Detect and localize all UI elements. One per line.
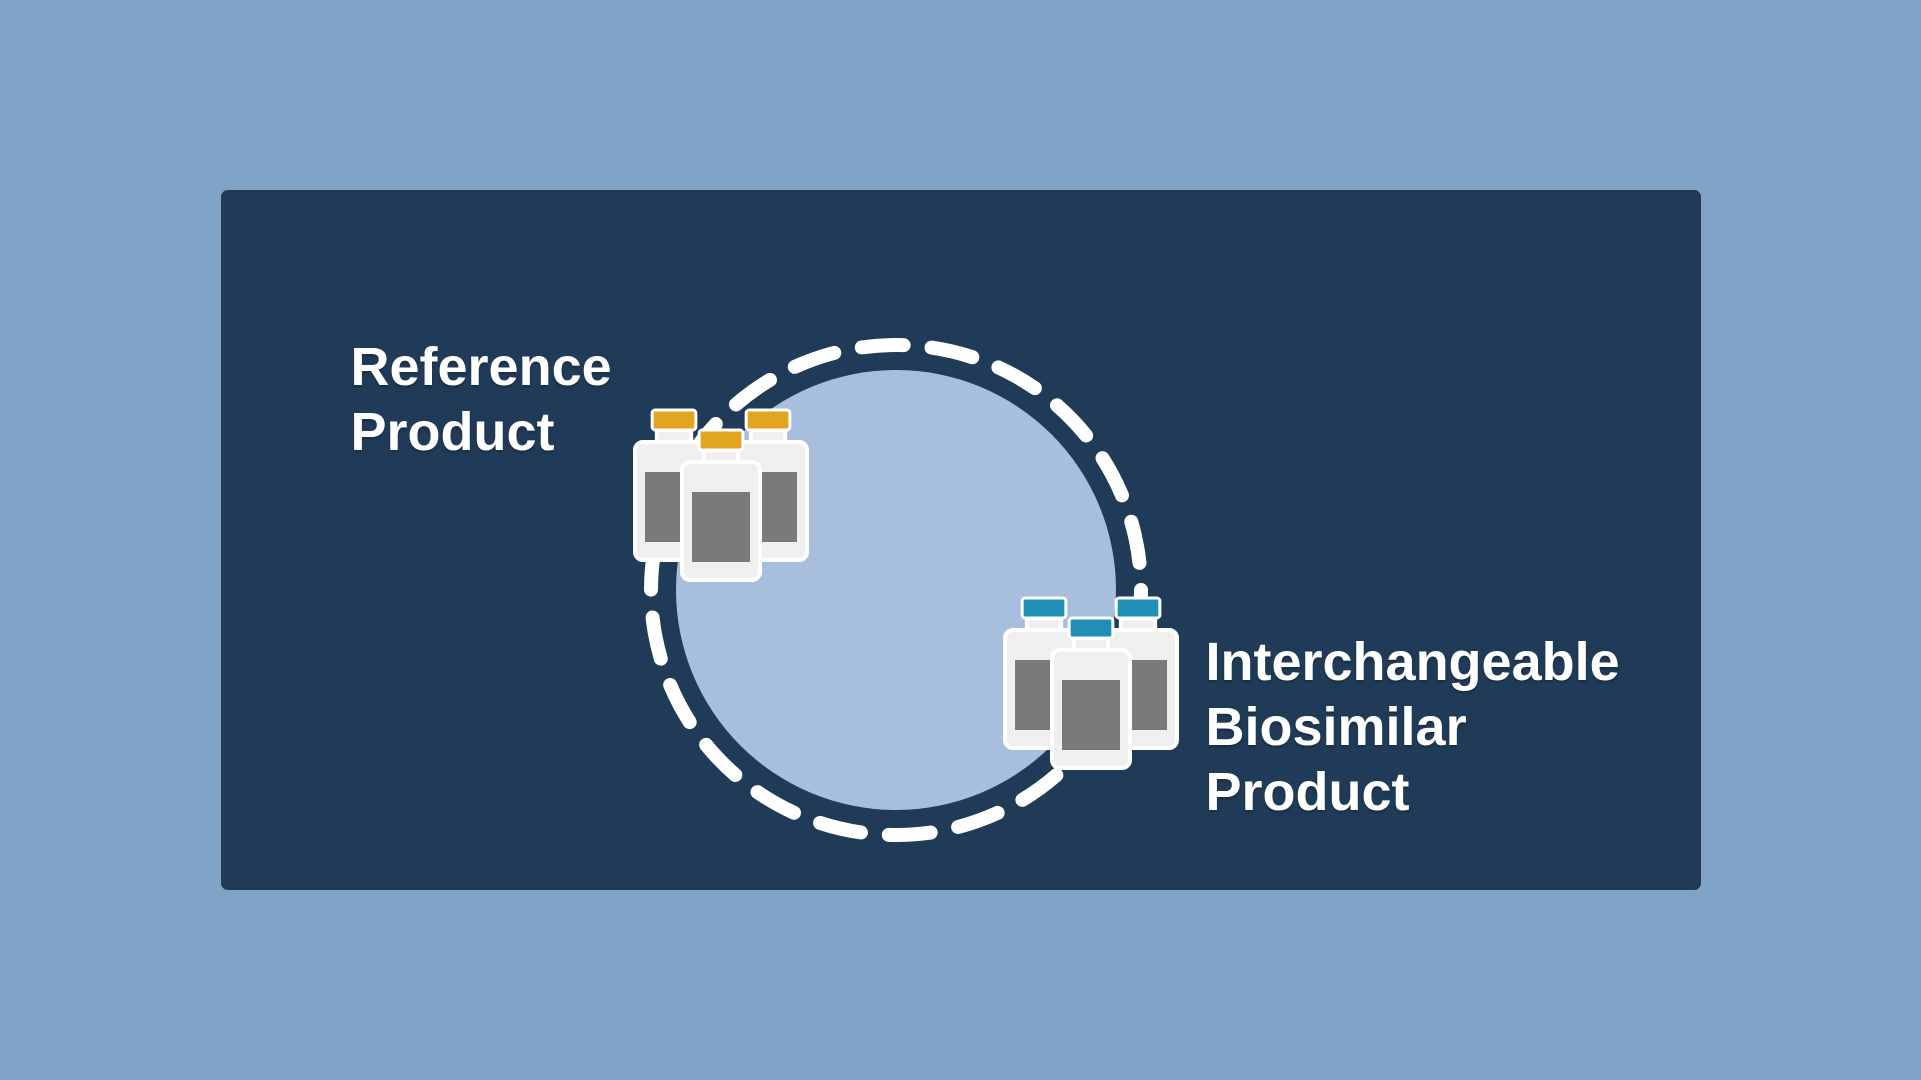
interchangeable-label: Interchangeable Biosimilar Product [1206,630,1620,824]
vial-icon [1048,614,1134,772]
reference-product-label: Reference Product [351,335,612,465]
vial-icon [678,426,764,584]
diagram-panel: Reference Product Interchangeable Biosim… [220,189,1702,891]
outer-frame: Reference Product Interchangeable Biosim… [0,0,1921,1080]
